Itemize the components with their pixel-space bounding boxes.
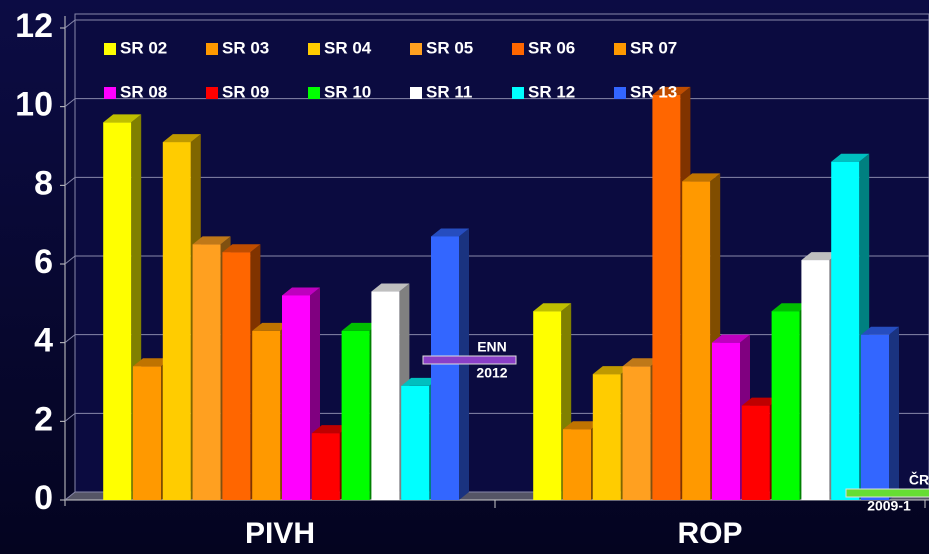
bar — [563, 429, 591, 500]
legend-label: SR 07 — [630, 38, 677, 57]
grid-side — [64, 176, 76, 186]
bar-side — [889, 326, 899, 500]
bar-top — [741, 397, 780, 406]
grid-side — [64, 19, 76, 29]
legend-swatch — [614, 43, 626, 55]
grid-side — [64, 334, 76, 344]
legend-swatch — [206, 43, 218, 55]
bar-top — [282, 287, 320, 296]
y-tick-label: 2 — [34, 400, 53, 438]
legend-swatch — [410, 43, 422, 55]
legend-label: SR 11 — [426, 82, 472, 101]
legend-label: SR 08 — [120, 82, 167, 101]
bar-top — [341, 322, 380, 331]
bar-top — [622, 358, 661, 367]
legend-swatch — [512, 43, 524, 55]
bar — [222, 252, 251, 500]
legend-label: SR 04 — [324, 38, 372, 57]
bar — [861, 334, 889, 500]
x-tick-label: ROP — [677, 517, 742, 550]
bar — [431, 236, 459, 500]
bar-top — [771, 303, 810, 312]
bar — [162, 142, 191, 501]
bar — [771, 311, 800, 500]
legend-label: SR 09 — [222, 82, 269, 101]
bar-top — [831, 153, 870, 162]
bar-top — [431, 228, 469, 237]
bar — [652, 94, 681, 500]
bar-top — [592, 366, 631, 375]
bar-top — [371, 283, 410, 292]
bar-top — [103, 114, 142, 123]
legend-swatch — [206, 87, 218, 99]
bar-top — [801, 252, 840, 261]
legend-swatch — [614, 87, 626, 99]
bar — [282, 295, 310, 500]
annotation-text: ČR — [909, 471, 929, 488]
annotation-text: ENN — [477, 339, 507, 355]
legend-swatch — [410, 87, 422, 99]
legend-label: SR 02 — [120, 38, 167, 57]
y-tick-label: 10 — [15, 86, 53, 124]
bar-top — [712, 334, 750, 343]
annotation-bar — [845, 488, 929, 498]
grid-side — [64, 491, 76, 501]
grid-side — [64, 98, 76, 108]
bar-top — [533, 303, 572, 312]
y-tick-label: 0 — [34, 479, 53, 517]
y-tick-label: 6 — [34, 243, 53, 281]
annotation-text: 2012 — [476, 365, 507, 381]
legend-label: SR 06 — [528, 38, 575, 57]
legend-swatch — [104, 43, 116, 55]
y-tick-label: 4 — [34, 322, 53, 360]
y-tick-label: 8 — [34, 164, 53, 202]
legend-label: SR 10 — [324, 82, 371, 101]
legend-swatch — [104, 87, 116, 99]
bar-top — [133, 358, 171, 367]
bar — [712, 342, 740, 500]
bar — [371, 291, 400, 500]
grid-side — [64, 412, 76, 422]
y-tick-label: 12 — [15, 7, 53, 45]
bar-top — [652, 86, 691, 95]
bar — [801, 260, 830, 500]
bar — [682, 181, 711, 500]
bar-top — [682, 173, 721, 182]
bar-top — [192, 236, 231, 245]
bar — [533, 311, 562, 500]
bar — [831, 161, 860, 500]
bar-top — [311, 425, 350, 434]
bar-top — [252, 322, 291, 331]
bar — [341, 330, 370, 500]
legend-swatch — [308, 43, 320, 55]
grid-side — [64, 255, 76, 265]
annotation-text: 2009-1 — [867, 498, 911, 514]
legend-label: SR 03 — [222, 38, 269, 57]
legend-label: SR 05 — [426, 38, 473, 57]
annotation-bar — [422, 355, 517, 365]
bar — [741, 405, 770, 500]
legend-label: SR 12 — [528, 82, 575, 101]
bar-top — [162, 134, 201, 143]
bar — [192, 244, 221, 500]
bar — [103, 122, 132, 501]
bar-top — [861, 326, 899, 335]
bar — [311, 433, 340, 500]
legend-swatch — [308, 87, 320, 99]
bar — [252, 330, 281, 500]
bar — [133, 366, 161, 500]
x-tick-label: PIVH — [245, 517, 315, 550]
bar — [592, 374, 621, 500]
bar-top — [222, 244, 261, 253]
legend-label: SR 13 — [630, 82, 677, 101]
bar-top — [563, 421, 601, 430]
legend-swatch — [512, 87, 524, 99]
bar — [401, 385, 430, 500]
bar — [622, 366, 651, 500]
bar-top — [401, 377, 440, 386]
